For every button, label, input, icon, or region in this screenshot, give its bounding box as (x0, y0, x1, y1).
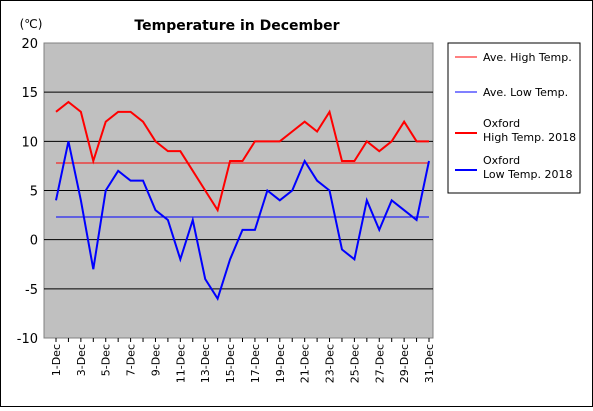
x-tick-label: 17-Dec (249, 344, 262, 383)
legend: Ave. High Temp.Ave. Low Temp.OxfordHigh … (455, 51, 576, 181)
x-tick-label: 25-Dec (348, 344, 361, 383)
y-axis-unit: (℃) (20, 17, 43, 31)
legend-label: Ave. Low Temp. (483, 86, 568, 99)
reference-lines (56, 162, 429, 218)
legend-label: Ave. High Temp. (483, 51, 572, 64)
x-tick-label: 1-Dec (50, 344, 63, 376)
x-tick-label: 9-Dec (149, 344, 162, 376)
x-tick-label: 21-Dec (299, 344, 312, 383)
legend-box (447, 42, 581, 194)
x-tick-label: 3-Dec (75, 344, 88, 376)
x-tick-label: 7-Dec (125, 344, 138, 376)
x-tick-label: 5-Dec (100, 344, 113, 376)
y-tick-label: -10 (17, 332, 38, 347)
x-tick-label: 11-Dec (174, 344, 187, 383)
y-tick-label: 20 (21, 37, 38, 52)
series-line (55, 141, 430, 302)
x-tick-label: 15-Dec (224, 344, 237, 383)
x-tick-label: 19-Dec (274, 344, 287, 383)
y-tick-label: 0 (30, 234, 38, 249)
legend-label: Oxford (483, 117, 520, 130)
y-tick-label: 5 (30, 185, 38, 200)
y-tick-label: 15 (21, 86, 38, 101)
x-tick-label: 29-Dec (398, 344, 411, 383)
legend-label: High Temp. 2018 (483, 131, 576, 144)
x-tick-label: 27-Dec (373, 344, 386, 383)
x-tick-label: 31-Dec (423, 344, 436, 383)
legend-label: Low Temp. 2018 (483, 168, 572, 181)
y-tick-label: -5 (25, 283, 38, 298)
chart-title: Temperature in December (134, 18, 339, 34)
y-tick-labels: -10 -5 0 5 10 15 20 (17, 37, 38, 347)
series-lines (55, 100, 430, 302)
x-tick-label: 23-Dec (324, 344, 337, 383)
y-tick-label: 10 (21, 135, 38, 150)
legend-label: Oxford (483, 154, 520, 167)
x-tick-label: 13-Dec (199, 344, 212, 383)
x-tick-labels: 1-Dec 3-Dec 5-Dec 7-Dec 9-Dec 11-Dec 13-Dec 15-… (50, 338, 436, 383)
series-line (55, 100, 429, 213)
